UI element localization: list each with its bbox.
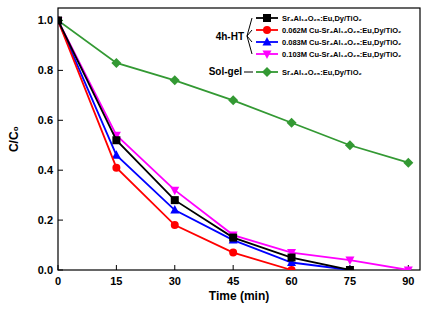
y-tick-label: 1.0 (38, 14, 53, 26)
point (287, 118, 297, 128)
point (403, 158, 413, 168)
point (111, 58, 121, 68)
y-tick-label: 0.2 (38, 214, 53, 226)
x-tick-label: 45 (227, 275, 239, 287)
legend-label: Sr₄Al₁₄O₂₅:Eu,Dy/TiO₂ (282, 14, 362, 23)
y-tick (58, 120, 63, 121)
x-tick-label: 60 (285, 275, 297, 287)
point (171, 196, 179, 204)
point (170, 75, 180, 85)
y-tick-label: 0.6 (38, 114, 53, 126)
legend-label: 0.103M Cu-Sr₄Al₁₄O₂₅:Eu,Dy/TiO₂ (282, 50, 401, 59)
y-tick-label: 0.8 (38, 64, 53, 76)
y-tick (58, 70, 63, 71)
point (58, 15, 63, 25)
x-tick-label: 75 (344, 275, 356, 287)
x-tick (174, 265, 175, 270)
annotation-arrow (244, 72, 253, 73)
point (345, 257, 354, 266)
point (228, 95, 238, 105)
point (58, 15, 63, 24)
x-tick-label: 15 (110, 275, 122, 287)
y-axis-label: C/C₀ (7, 126, 21, 152)
legend-marker (263, 37, 272, 46)
series-line (58, 20, 408, 270)
chart: 0 15 30 45 60 75 90 0.0 0.2 0.4 0.6 0.8 1.0 Time (min… (0, 0, 434, 326)
x-axis-label: Time (min) (209, 289, 269, 303)
point (229, 234, 237, 242)
x-tick-label: 90 (402, 275, 414, 287)
legend-marker (263, 14, 271, 22)
series-line (58, 20, 292, 270)
plot-frame (58, 8, 420, 270)
point (229, 249, 237, 257)
x-tick-label: 30 (169, 275, 181, 287)
point (170, 187, 179, 196)
x-tick-label: 0 (55, 275, 61, 287)
x-tick (233, 265, 234, 270)
point (58, 17, 63, 26)
legend-marker (262, 67, 272, 77)
point (288, 266, 296, 270)
legend-marker (263, 26, 271, 34)
annotation-bracket (247, 18, 252, 54)
y-tick-label: 0.0 (38, 264, 53, 276)
point (346, 266, 354, 270)
x-tick (116, 265, 117, 270)
legend-label: 0.062M Cu-Sr₄Al₁₄O₂₅:Eu,Dy/TiO₂ (282, 26, 401, 35)
y-tick-label: 0.4 (38, 164, 54, 176)
legend-marker (263, 51, 272, 60)
x-tick (58, 265, 59, 270)
legend-label: Sr₄Al₁₄O₂₅:Eu,Dy/TiO₂ (282, 68, 362, 77)
annotation: 4h-HT (216, 31, 244, 42)
point (404, 267, 413, 271)
point (345, 140, 355, 150)
y-tick (58, 170, 63, 171)
point (288, 254, 296, 262)
legend-label: 0.083M Cu-Sr₄Al₁₄O₂₅:Eu,Dy/TiO₂ (282, 38, 401, 47)
point (58, 16, 62, 24)
point (112, 136, 120, 144)
point (112, 164, 120, 172)
point (170, 205, 179, 214)
annotation: Sol-gel (209, 66, 243, 77)
y-tick (58, 270, 63, 271)
annotation-bracket (247, 30, 252, 36)
annotation-bracket (247, 36, 252, 42)
y-tick (58, 220, 63, 221)
plot-area (58, 15, 413, 270)
point (58, 16, 62, 24)
point (345, 265, 354, 270)
point (171, 221, 179, 229)
